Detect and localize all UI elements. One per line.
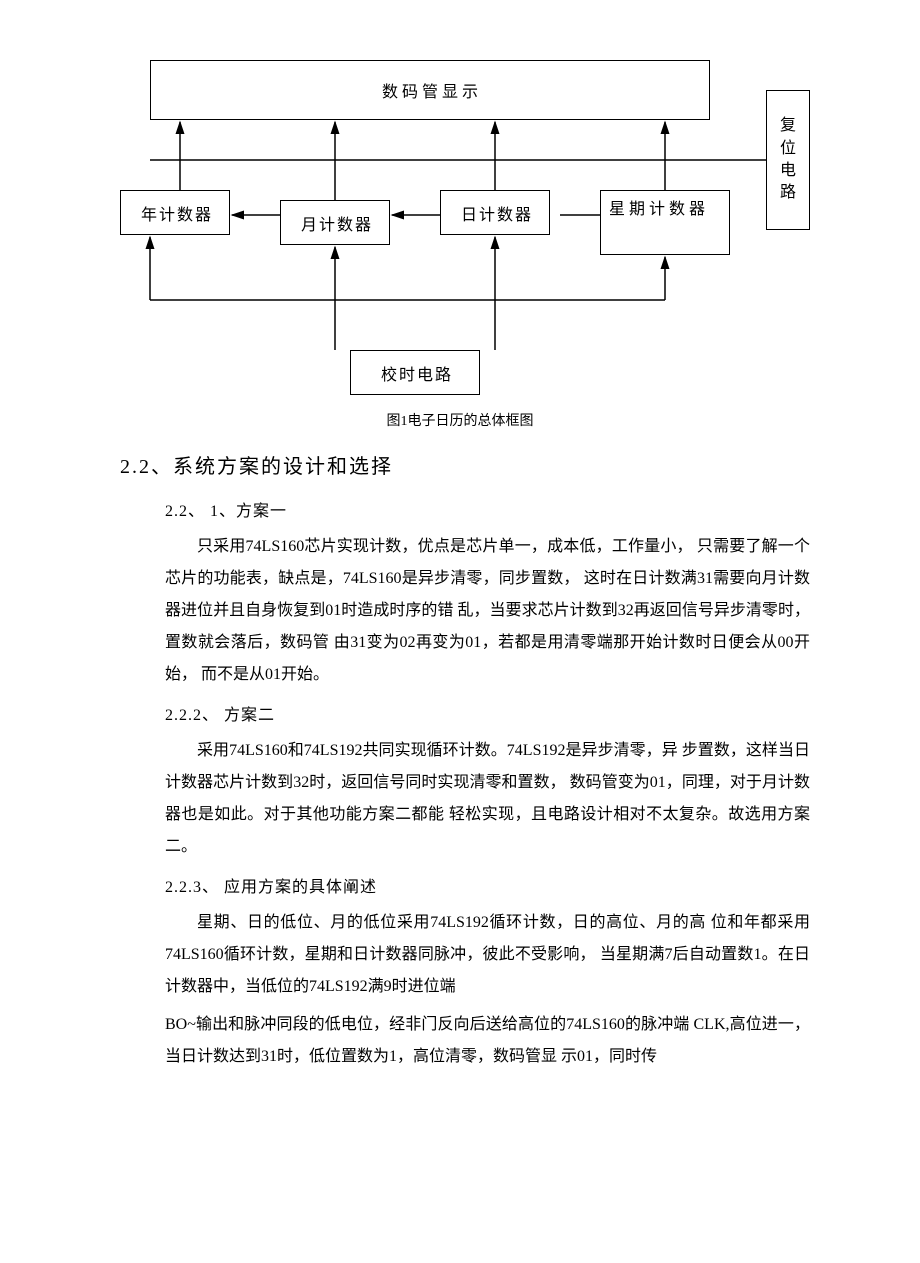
section-heading: 2.2、系统方案的设计和选择	[120, 450, 920, 479]
box-day-label: 日计数器	[461, 201, 533, 225]
block-diagram: 数码管显示 复 位 电 路 年计数器 月计数器 日计数器 星期计数器 校时电路	[110, 60, 810, 400]
sub3-text2: BO~输出和脉冲同段的低电位，经非门反向后送给高位的74LS160的脉冲端 CL…	[165, 1009, 810, 1073]
box-calibrate-label: 校时电路	[381, 361, 453, 385]
sub1-heading: 2.2、 1、方案一	[165, 497, 810, 521]
box-month-label: 月计数器	[301, 211, 373, 235]
box-display-label: 数码管显示	[382, 78, 482, 102]
reset-c4: 路	[780, 182, 796, 204]
reset-c2: 位	[780, 138, 796, 160]
box-day: 日计数器	[440, 190, 550, 235]
sub2-text: 采用74LS160和74LS192共同实现循环计数。74LS192是异步清零，异…	[165, 735, 810, 863]
box-display: 数码管显示	[150, 60, 710, 120]
page: 数码管显示 复 位 电 路 年计数器 月计数器 日计数器 星期计数器 校时电路	[0, 0, 920, 1119]
box-month: 月计数器	[280, 200, 390, 245]
sub3-heading: 2.2.3、 应用方案的具体阐述	[165, 873, 810, 897]
sub2-heading: 2.2.2、 方案二	[165, 701, 810, 725]
reset-c1: 复	[780, 115, 796, 137]
box-reset: 复 位 电 路	[766, 90, 810, 230]
sub1-text: 只采用74LS160芯片实现计数，优点是芯片单一，成本低，工作量小， 只需要了解…	[165, 531, 810, 691]
sub3-text1: 星期、日的低位、月的低位采用74LS192循环计数，日的高位、月的高 位和年都采…	[165, 907, 810, 1003]
box-year-label: 年计数器	[141, 201, 213, 225]
reset-c3: 电	[780, 160, 796, 182]
box-calibrate: 校时电路	[350, 350, 480, 395]
body-block: 2.2、 1、方案一 只采用74LS160芯片实现计数，优点是芯片单一，成本低，…	[165, 497, 810, 1073]
diagram-caption: 图1电子日历的总体框图	[0, 410, 920, 430]
box-year: 年计数器	[120, 190, 230, 235]
box-week-label: 星期计数器	[609, 195, 709, 219]
box-week: 星期计数器	[600, 190, 730, 255]
